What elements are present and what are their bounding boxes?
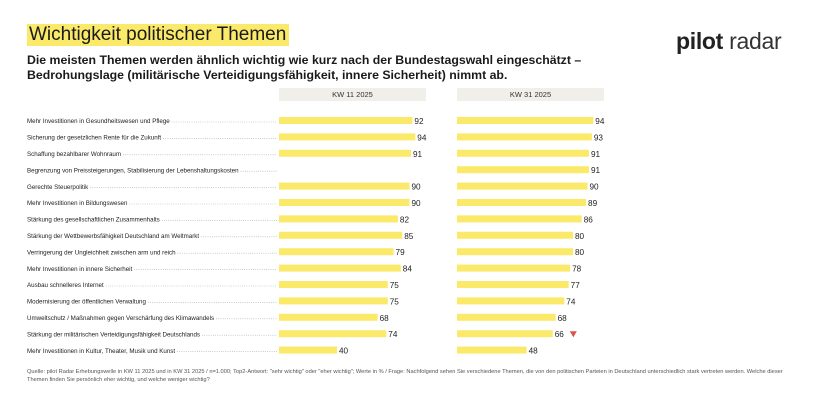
bar [457, 133, 592, 141]
bar [457, 166, 589, 174]
bar [279, 133, 416, 141]
bar [457, 330, 553, 338]
row-label: Gerechte Steuerpolitik [27, 184, 89, 191]
value-label: 40 [339, 347, 349, 356]
bar [457, 264, 571, 272]
bar [279, 346, 337, 354]
value-label: 91 [591, 166, 601, 175]
pilot-radar-logo: pilot radar [676, 28, 782, 54]
value-label: 90 [412, 183, 422, 192]
value-label: 75 [390, 281, 400, 290]
row-label: Ausbau schnelleres Internet [27, 282, 104, 289]
bar [457, 346, 527, 354]
bar [279, 117, 413, 124]
row-label: Stärkung des gesellschaftlichen Zusammen… [27, 217, 160, 224]
bar [457, 199, 587, 206]
value-label: 77 [571, 281, 581, 290]
bar [457, 149, 589, 157]
value-label: 91 [591, 150, 601, 159]
series-header-kw11: KW 11 2025 [279, 88, 426, 101]
value-label: 92 [414, 117, 424, 126]
row-label: Umweltschutz / Maßnahmen gegen Verschärf… [27, 315, 214, 322]
decline-marker-icon [569, 331, 577, 338]
value-label: 74 [388, 330, 398, 339]
bar [457, 297, 565, 305]
bar [457, 248, 573, 256]
value-label: 79 [396, 248, 406, 257]
value-label: 68 [558, 314, 568, 323]
value-label: 91 [413, 150, 423, 159]
value-label: 82 [400, 215, 410, 224]
value-label: 80 [575, 232, 585, 241]
value-label: 85 [404, 232, 414, 241]
chart-subtitle: Die meisten Themen werden ähnlich wichti… [27, 53, 582, 82]
source-footnote: Quelle: pilot Radar Erhebungswelle in KW… [27, 369, 783, 383]
value-label: 48 [529, 347, 539, 356]
value-label: 93 [594, 133, 604, 142]
bar [457, 281, 569, 288]
row-label: Stärkung der Wettbewerbsfähigkeit Deutsc… [27, 233, 199, 240]
value-label: 75 [390, 297, 400, 306]
row-label: Mehr Investitionen in Bildungswesen [27, 200, 128, 207]
value-label: 89 [588, 199, 598, 208]
bar [279, 330, 387, 338]
bar [279, 149, 411, 157]
bar [279, 313, 378, 321]
row-label: Mehr Investitionen in innere Sicherheit [27, 266, 133, 273]
value-label: 80 [575, 248, 585, 257]
row-label: Begrenzung von Preissteigerungen, Stabil… [27, 167, 239, 174]
value-label: 86 [584, 215, 594, 224]
row-label: Modernisierung der öffentlichen Verwaltu… [27, 299, 146, 306]
bar [279, 215, 398, 223]
bar [457, 182, 588, 190]
value-label: 94 [595, 117, 605, 126]
bar [457, 231, 573, 239]
bar [279, 281, 388, 288]
bar [279, 182, 410, 190]
bar [457, 117, 594, 124]
bar [457, 215, 582, 223]
page-title: Wichtigkeit politischer Themen [27, 24, 290, 46]
bar [279, 297, 388, 305]
value-label: 68 [380, 314, 390, 323]
logo-word-radar: radar [729, 28, 782, 54]
value-label: 66 [555, 330, 565, 339]
bar [279, 264, 401, 272]
row-label: Schaffung bezahlbarer Wohnraum [27, 151, 121, 158]
logo-word-pilot: pilot [676, 28, 724, 54]
bar [279, 199, 410, 206]
value-label: 74 [566, 297, 576, 306]
series-header-kw31: KW 31 2025 [457, 88, 604, 101]
row-label: Mehr Investitionen in Kultur, Theater, M… [27, 348, 175, 355]
row-label: Stärkung der militärischen Verteidigungs… [27, 331, 200, 338]
value-label: 84 [403, 265, 413, 274]
value-label: 90 [412, 199, 422, 208]
value-label: 78 [572, 265, 582, 274]
value-label: 94 [417, 133, 427, 142]
bar [279, 231, 403, 239]
bar [457, 313, 556, 321]
row-label: Mehr Investitionen in Gesundheitswesen u… [27, 118, 170, 125]
value-label: 90 [590, 183, 600, 192]
row-label: Verringerung der Ungleichheit zwischen a… [27, 249, 176, 256]
row-label: Sicherung der gesetzlichen Rente für die… [27, 135, 161, 142]
bar [279, 248, 394, 256]
